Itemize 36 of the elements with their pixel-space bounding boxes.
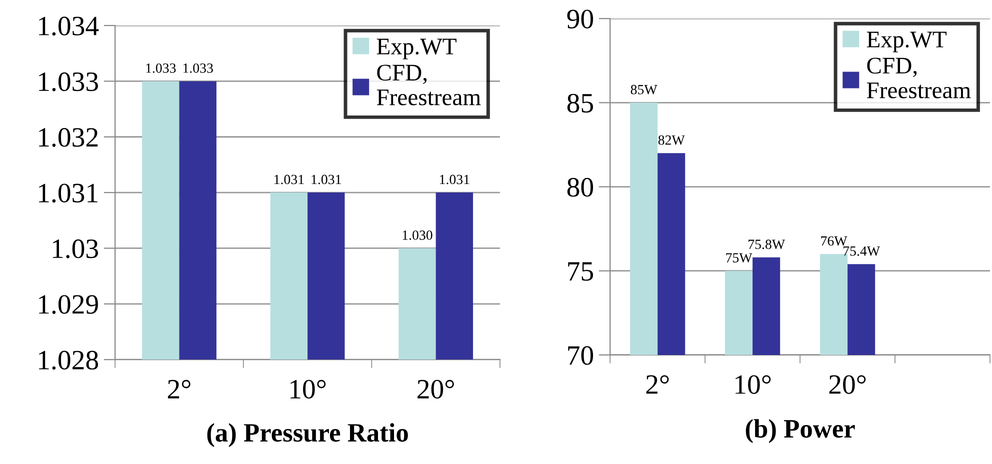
- data-label: 75.8W: [748, 240, 786, 250]
- data-label: 76W: [821, 236, 848, 246]
- y-tick-label: 1.033: [39, 72, 98, 92]
- y-tick-label: 1.03: [52, 239, 98, 258]
- data-label: 1.031: [274, 174, 304, 184]
- y-tick-label: 70: [568, 346, 594, 365]
- y-tick-label: 1.028: [39, 350, 98, 370]
- legend-label: Exp.WT: [376, 38, 456, 60]
- data-label: 1.031: [312, 174, 341, 184]
- legend-label: CFD, Freestream: [866, 58, 971, 98]
- legend-label: Exp.WT: [866, 32, 946, 52]
- x-tick-label: 20°: [418, 380, 454, 399]
- data-label: 1.031: [440, 174, 470, 184]
- data-label: 1.030: [402, 230, 432, 240]
- y-tick-label: 1.034: [39, 16, 99, 36]
- y-tick-label: 1.032: [39, 128, 98, 147]
- x-tick-label: 10°: [290, 380, 326, 399]
- x-tick-label: 2°: [168, 380, 190, 398]
- data-label: 1.033: [183, 63, 213, 73]
- y-tick-label: 80: [567, 178, 594, 197]
- y-tick-label: 1.031: [39, 184, 98, 203]
- data-label: 85W: [630, 84, 658, 94]
- data-label: 75W: [726, 253, 752, 263]
- text: (b) Power: [746, 419, 855, 444]
- data-label: 75.4W: [844, 246, 880, 256]
- legend-label: CFD, Freestream: [376, 64, 481, 106]
- y-tick-label: 1.029: [39, 295, 98, 314]
- x-tick-label: 10°: [736, 375, 771, 394]
- x-tick-label: 2°: [646, 375, 669, 394]
- y-tick-label: 85: [567, 94, 594, 113]
- text: (a) Pressure Ratio: [207, 423, 408, 448]
- y-tick-label: 90: [567, 10, 594, 28]
- y-tick-label: 75: [568, 262, 594, 281]
- data-label: 82W: [658, 135, 685, 145]
- data-label: 1.033: [146, 63, 176, 73]
- x-tick-label: 20°: [829, 375, 866, 394]
